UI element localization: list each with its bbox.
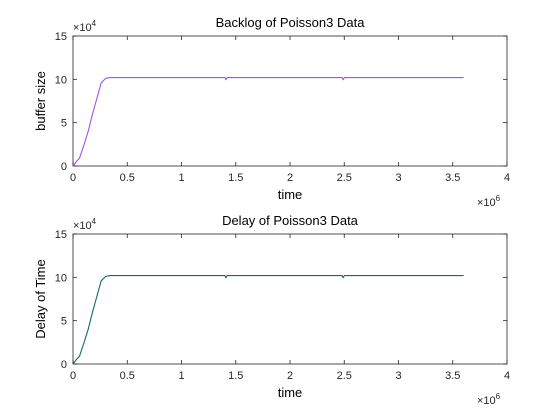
- backlog-chart: 0 0.5 1 1.5 2 2.5 3 3.5 4 0 5 10 15 Backlog of Poisso…: [33, 15, 510, 209]
- x-tick-label: 2: [287, 370, 293, 382]
- chart-title: Backlog of Poisson3 Data: [216, 15, 366, 30]
- x-tick-label: 3: [395, 172, 401, 184]
- y-axis-label: buffer size: [33, 71, 48, 131]
- x-tick-label: 2: [287, 172, 293, 184]
- x-tick-label: 0.5: [120, 172, 135, 184]
- y-exponent-power: 4: [92, 19, 97, 28]
- y-tick-label: 10: [55, 272, 67, 284]
- x-tick-label: 1: [178, 370, 184, 382]
- x-exponent-base: ×10: [477, 395, 496, 407]
- x-tick-label: 1.5: [228, 172, 243, 184]
- x-tick-label: 0: [70, 370, 76, 382]
- x-exponent-label: ×106: [477, 392, 501, 407]
- y-tick-label: 5: [61, 118, 67, 130]
- x-tick-label: 2.5: [337, 370, 352, 382]
- y-tick-label: 15: [55, 31, 67, 43]
- series-line: [72, 275, 464, 365]
- plot-area: [72, 35, 508, 167]
- y-exponent-power: 4: [92, 217, 97, 226]
- x-exponent-label: ×106: [477, 194, 501, 209]
- x-tick-label: 3: [395, 370, 401, 382]
- x-tick-label: 1.5: [228, 370, 243, 382]
- y-exponent-label: ×104: [73, 217, 97, 232]
- x-tick-label: 4: [504, 370, 510, 382]
- x-tick-label: 0: [70, 172, 76, 184]
- x-tick-label: 2.5: [337, 172, 352, 184]
- x-tick-label: 3.5: [445, 172, 460, 184]
- y-tick-label: 10: [55, 74, 67, 86]
- x-tick-label: 1: [178, 172, 184, 184]
- x-tick-label: 3.5: [445, 370, 460, 382]
- x-tick-label: 4: [504, 172, 510, 184]
- chart-title: Delay of Poisson3 Data: [222, 213, 359, 228]
- y-exponent-label: ×104: [73, 19, 97, 34]
- plot-area: [72, 233, 508, 365]
- y-tick-label: 0: [61, 161, 67, 173]
- x-tick-label: 0.5: [120, 370, 135, 382]
- x-exponent-base: ×10: [477, 197, 496, 209]
- x-exponent-power: 6: [496, 194, 501, 203]
- series-line: [72, 77, 464, 167]
- y-tick-label: 5: [61, 316, 67, 328]
- y-exponent-base: ×10: [73, 22, 92, 34]
- y-tick-label: 15: [55, 229, 67, 241]
- x-exponent-power: 6: [496, 392, 501, 401]
- x-axis-label: time: [278, 385, 303, 400]
- y-tick-label: 0: [61, 359, 67, 371]
- delay-chart: 0 0.5 1 1.5 2 2.5 3 3.5 4 0 5 10 15 Delay of Poisson3…: [33, 213, 510, 407]
- y-exponent-base: ×10: [73, 220, 92, 232]
- x-axis-label: time: [278, 187, 303, 202]
- y-axis-label: Delay of Time: [33, 259, 48, 338]
